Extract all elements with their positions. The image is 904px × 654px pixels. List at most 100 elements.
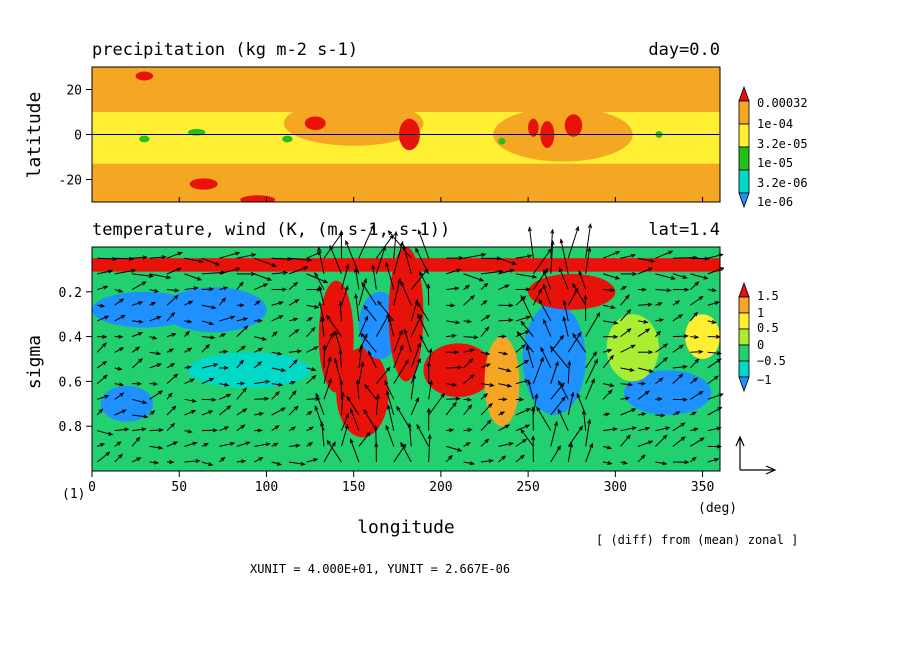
- colorbar-label: −0.5: [757, 354, 786, 368]
- wind-vector: [149, 335, 158, 340]
- wind-vector: [603, 427, 618, 432]
- wind-vector: [567, 225, 580, 259]
- field-cell: [522, 303, 586, 415]
- wind-vector: [707, 319, 717, 324]
- wind-vector: [480, 282, 489, 290]
- wind-vector: [620, 271, 638, 276]
- temp-xtick-label: 100: [255, 480, 278, 495]
- colorbar-label: 3.2e-06: [757, 176, 808, 190]
- wind-vector: [638, 381, 647, 386]
- wind-vector: [97, 256, 118, 261]
- wind-vector: [707, 288, 717, 293]
- wind-vector: [166, 441, 179, 447]
- colorbar-label: 0.00032: [757, 96, 808, 110]
- wind-vector: [358, 277, 368, 306]
- wind-vector: [254, 283, 269, 291]
- wind-vector: [540, 346, 552, 369]
- wind-vector: [585, 223, 593, 259]
- wind-vector: [97, 430, 114, 436]
- wind-vector: [349, 407, 360, 431]
- wind-vector: [219, 286, 229, 291]
- wind-vector: [550, 444, 561, 463]
- wind-vector: [498, 424, 510, 432]
- temp-lat-label: lat=1.4: [648, 220, 720, 240]
- precip-day-label: day=0.0: [648, 40, 720, 60]
- wind-vector: [131, 436, 141, 447]
- wind-vector: [637, 319, 649, 324]
- wind-vector: [184, 330, 191, 337]
- wind-vector: [219, 267, 241, 275]
- wind-vector: [322, 344, 327, 368]
- wind-vector: [271, 407, 286, 416]
- wind-vector: [201, 257, 221, 266]
- wind-vector: [149, 381, 159, 386]
- wind-vector: [557, 380, 569, 400]
- wind-vector: [184, 365, 192, 370]
- wind-vector: [219, 365, 229, 370]
- wind-vector: [184, 410, 197, 416]
- wind-vector: [620, 434, 631, 447]
- wind-vector: [585, 246, 592, 274]
- wind-vector: [114, 453, 123, 463]
- wind-vector: [463, 397, 473, 402]
- wind-vector: [690, 390, 704, 400]
- wind-vector: [219, 251, 241, 259]
- wind-vector: [306, 396, 321, 401]
- wind-vector: [603, 383, 615, 388]
- wind-vector: [306, 410, 313, 416]
- wind-vector: [184, 347, 193, 353]
- wind-vector: [271, 367, 287, 373]
- wind-vector: [326, 314, 342, 337]
- wind-vector: [114, 392, 125, 400]
- field-band: [92, 163, 720, 202]
- wind-vector: [271, 257, 293, 262]
- temperature-panel: temperature, wind (K, (m s-1, s-1)) lat=…: [24, 220, 786, 538]
- wind-vector: [446, 350, 460, 355]
- wind-vector: [585, 358, 598, 384]
- wind-vector: [358, 224, 374, 259]
- wind-vector: [400, 280, 412, 306]
- wind-vector: [620, 396, 631, 401]
- wind-vector: [672, 314, 684, 322]
- wind-vector: [254, 411, 265, 416]
- wind-vector: [707, 375, 719, 385]
- wind-vector: [271, 442, 279, 447]
- wind-vector: [515, 287, 531, 292]
- wind-vector: [690, 437, 705, 447]
- wind-vector: [166, 373, 179, 385]
- wind-vector: [446, 320, 461, 325]
- wind-vector: [288, 317, 299, 322]
- wind-vector: [149, 363, 162, 369]
- wind-vector: [149, 273, 172, 280]
- wind-vector: [375, 366, 391, 384]
- wind-vector: [288, 266, 309, 275]
- wind-vector: [655, 250, 674, 259]
- wind-vector: [620, 253, 637, 259]
- wind-vector: [655, 377, 664, 385]
- wind-vector: [707, 444, 723, 449]
- wind-vector: [254, 396, 270, 401]
- wind-vector: [358, 343, 364, 369]
- wind-vector: [201, 335, 216, 340]
- wind-vector: [253, 300, 261, 306]
- wind-vector: [361, 281, 377, 306]
- wind-vector: [620, 367, 635, 372]
- wind-vector: [184, 257, 204, 264]
- wind-vector: [463, 374, 475, 385]
- wind-vector: [620, 426, 638, 432]
- field-cell: [336, 347, 389, 438]
- wind-vector: [97, 394, 110, 400]
- colorbar-label: −1: [757, 373, 771, 387]
- wind-vector: [417, 313, 430, 337]
- field-cell: [528, 273, 616, 310]
- wind-vector: [114, 334, 124, 339]
- wind-vector: [358, 361, 365, 384]
- wind-vector: [271, 315, 284, 322]
- wind-vector: [253, 456, 264, 463]
- wind-vector: [542, 283, 552, 306]
- wind-vector: [132, 273, 155, 278]
- wind-vector: [689, 311, 698, 322]
- wind-vector: [149, 390, 164, 400]
- wind-vector: [201, 304, 217, 310]
- wind-vector: [114, 441, 122, 447]
